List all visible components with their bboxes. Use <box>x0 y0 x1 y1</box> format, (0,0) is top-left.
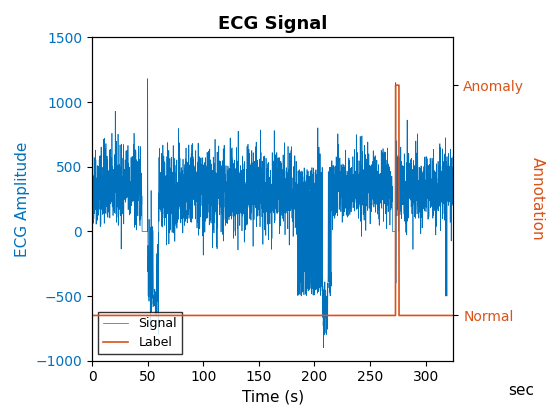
Legend: Signal, Label: Signal, Label <box>98 312 182 354</box>
Signal <box>344 185 351 190</box>
Signal <box>203 189 209 194</box>
Signal <box>450 176 457 181</box>
Label: (179, -650): (179, -650) <box>288 313 295 318</box>
X-axis label: Time (s): Time (s) <box>242 390 304 405</box>
Signal <box>113 220 120 225</box>
Signal <box>164 212 171 217</box>
Signal <box>88 187 95 192</box>
Label: (273, 1.13e+03): (273, 1.13e+03) <box>392 83 399 88</box>
Line: Signal: Signal <box>92 79 454 348</box>
Title: ECG Signal: ECG Signal <box>218 15 328 33</box>
Line: Label: Label <box>92 85 454 315</box>
Signal <box>320 345 327 350</box>
Signal <box>144 76 151 81</box>
Label: (230, -650): (230, -650) <box>344 313 351 318</box>
Label: (0, -650): (0, -650) <box>88 313 95 318</box>
Y-axis label: ECG Amplitude: ECG Amplitude <box>15 142 30 257</box>
Label: (67.5, -650): (67.5, -650) <box>164 313 170 318</box>
Label: (325, -650): (325, -650) <box>450 313 457 318</box>
Signal <box>288 144 295 149</box>
Signal <box>372 187 379 192</box>
Label: (254, -650): (254, -650) <box>372 313 379 318</box>
Text: sec: sec <box>508 383 534 398</box>
Label: (22.1, -650): (22.1, -650) <box>113 313 120 318</box>
Y-axis label: Annotation: Annotation <box>530 157 545 241</box>
Label: (102, -650): (102, -650) <box>203 313 209 318</box>
